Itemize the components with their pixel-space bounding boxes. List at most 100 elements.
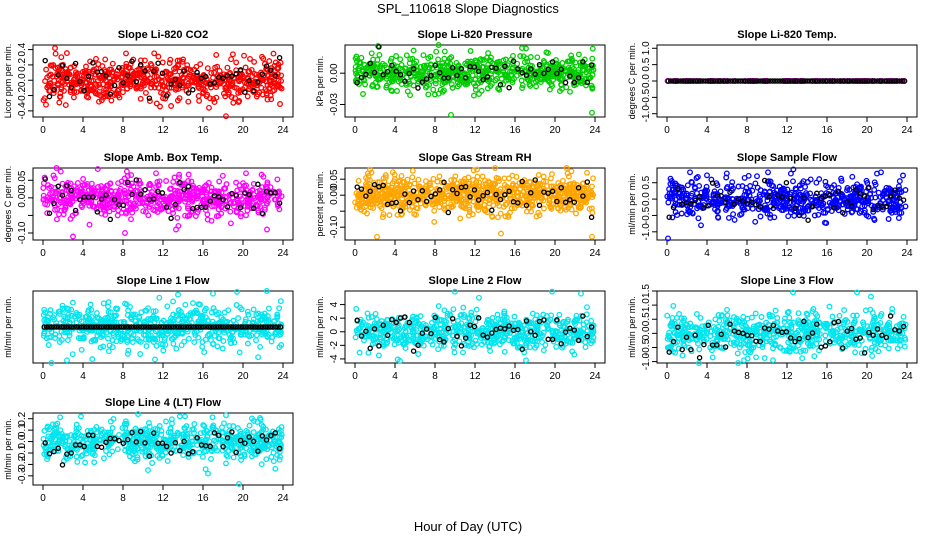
data-point [448,111,454,118]
data-point [157,103,163,110]
data-point [589,109,595,116]
data-point [482,68,489,75]
data-point-black [752,78,759,84]
data-point [187,67,194,74]
data-point [245,69,252,75]
data-point-black [737,78,744,84]
data-point-black [155,60,161,66]
data-point [158,206,165,213]
data-point [725,214,732,221]
data-point [167,193,174,200]
data-point [581,67,588,74]
data-point-black [541,70,547,77]
data-point-black [549,59,556,65]
data-point [188,178,195,185]
panel-3: Slope Li-820 Temp.0 4 8 12 16 20 24-1.0-0.50.0… [627,29,918,136]
data-point [213,94,220,101]
data-point [42,201,49,208]
data-point [137,351,144,357]
data-point [220,338,227,345]
data-point-black [272,190,279,196]
data-point-black [237,67,244,73]
x-tick-label: 8 [744,125,750,136]
data-point [270,78,277,85]
data-point [435,42,442,48]
data-point-black [107,91,114,97]
x-tick-label: 0 [40,125,46,136]
data-point [115,92,122,99]
data-point [268,96,275,103]
data-point [510,52,516,59]
data-point-black [42,57,48,64]
data-point [115,180,122,187]
data-point-black [697,78,704,84]
data-point [276,305,283,312]
y-axis-label: ml/min per min. [315,296,325,358]
data-point-black [712,78,719,84]
data-point [589,55,596,62]
data-point-black [72,207,79,214]
data-point-black [116,64,122,71]
data-point-black [515,66,521,72]
data-point [578,75,585,81]
data-point [204,65,211,72]
data-point [386,212,393,219]
data-point [272,59,279,66]
data-point-black [861,193,868,199]
data-point [229,81,235,88]
data-point [180,56,187,63]
figure-title: SPL_110618 Slope Diagnostics [377,1,559,16]
data-point [204,211,211,218]
y-axis-label: degrees C per min. [627,43,637,120]
data-point [895,215,902,221]
data-point-black [445,209,452,216]
data-point [379,214,386,221]
data-point [91,203,98,210]
data-point-black [760,78,766,84]
x-tick-label: 12 [157,371,169,382]
data-point [207,95,213,102]
data-point [358,54,365,61]
data-point [74,185,81,192]
data-point [230,99,237,106]
data-point [52,45,58,52]
data-point [397,56,404,63]
data-point [219,172,226,179]
data-point [53,216,60,223]
data-point [253,332,260,339]
data-point [373,316,380,323]
data-point [132,187,139,194]
data-point [128,172,135,179]
data-point-black [98,196,105,202]
y-tick-label: 0.05 [329,169,340,189]
data-point-black [406,70,413,77]
x-tick-label: 0 [352,125,358,136]
data-point [178,342,185,349]
data-point [425,55,432,62]
x-tick-label: 4 [80,125,86,136]
data-point [264,198,271,205]
data-point-black [809,78,816,84]
data-point-black [770,205,777,212]
data-point-black [707,78,714,84]
data-point [243,182,250,189]
data-point [119,89,126,96]
data-point [189,208,196,215]
data-point-black [146,95,153,101]
data-point-black [129,191,135,198]
data-point [431,91,438,98]
x-tick-label: 20 [549,248,561,259]
data-point-black [358,74,365,81]
data-point-black [827,191,833,198]
data-point [473,57,479,64]
data-point-black [207,81,213,87]
data-point-black [847,78,853,84]
data-point-black [59,62,66,69]
data-point [115,86,122,93]
data-point [687,169,693,176]
data-point [453,76,460,82]
data-point-black [380,72,386,78]
data-point-black [263,63,270,69]
data-point [132,202,139,209]
